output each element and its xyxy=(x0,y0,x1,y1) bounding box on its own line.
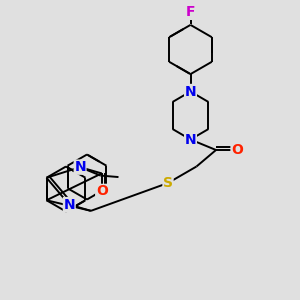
Text: O: O xyxy=(231,143,243,157)
Text: N: N xyxy=(74,160,86,174)
Text: N: N xyxy=(185,85,196,98)
Text: O: O xyxy=(96,184,108,198)
Text: N: N xyxy=(185,133,196,146)
Text: F: F xyxy=(186,5,195,19)
Text: S: S xyxy=(163,176,173,190)
Text: N: N xyxy=(64,198,75,212)
